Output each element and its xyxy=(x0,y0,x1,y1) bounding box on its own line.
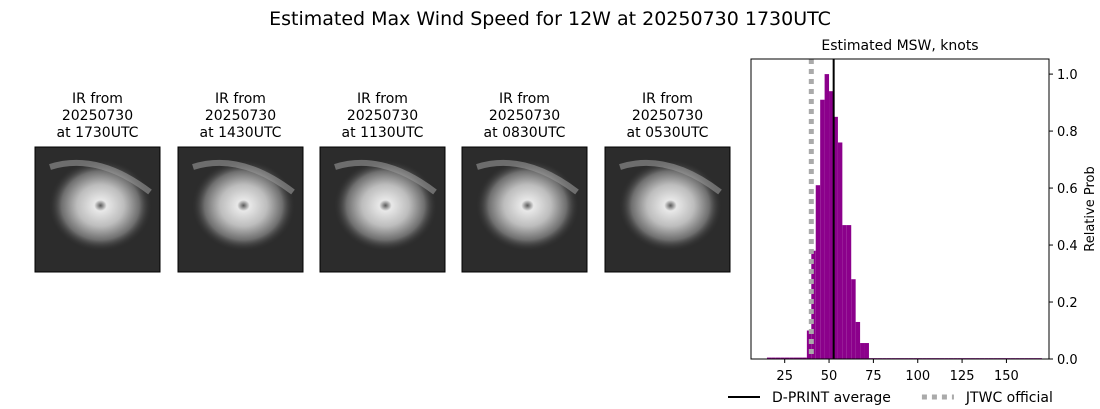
panel-title: IR from xyxy=(642,91,693,107)
histogram: Estimated MSW, knots 25 50 75 100 125 150 0.0 0.… xyxy=(728,38,1098,406)
panel-title: 20250730 xyxy=(489,108,560,124)
cloud-band xyxy=(619,159,722,195)
cloud-band xyxy=(49,159,152,195)
y-tick-label: 0.6 xyxy=(1057,182,1078,197)
histogram-bar xyxy=(784,357,790,359)
image-frame xyxy=(604,146,731,273)
histogram-bar xyxy=(806,330,812,359)
cloud-swirl xyxy=(48,159,153,252)
legend-label: JTWC official xyxy=(965,390,1053,406)
cloud-swirl xyxy=(333,159,438,252)
image-frame xyxy=(319,146,446,273)
histogram-bar xyxy=(864,343,869,359)
histogram-bar xyxy=(842,225,847,359)
panel-title: IR from xyxy=(215,91,266,107)
x-tick-label: 100 xyxy=(905,369,930,384)
histogram-bar xyxy=(837,142,843,359)
panel-title: IR from xyxy=(357,91,408,107)
x-tick-label: 25 xyxy=(776,369,793,384)
panel-title: at 1130UTC xyxy=(342,125,424,141)
panel-title: IR from xyxy=(499,91,550,107)
image-frame xyxy=(34,146,161,273)
cloud-band xyxy=(476,159,579,195)
y-axis-label: Relative Prob xyxy=(1083,166,1098,251)
panel-title: at 0830UTC xyxy=(484,125,566,141)
histogram-bar xyxy=(811,250,816,359)
cloud-swirl xyxy=(475,159,580,252)
panel-title: 20250730 xyxy=(347,108,418,124)
chart-title: Estimated MSW, knots xyxy=(821,38,978,54)
histogram-bar xyxy=(815,185,821,359)
cloud-swirl xyxy=(191,159,296,252)
cloud-band xyxy=(334,159,437,195)
histogram-bar xyxy=(824,74,830,359)
y-tick-label: 0.2 xyxy=(1057,296,1078,311)
panel-title: at 1430UTC xyxy=(200,125,282,141)
histogram-bar xyxy=(780,357,785,359)
x-tick-label: 50 xyxy=(821,369,838,384)
histogram-bar xyxy=(793,357,799,359)
cloud-band xyxy=(192,159,295,195)
histogram-bar xyxy=(802,357,807,359)
panel-title: 20250730 xyxy=(632,108,703,124)
histogram-bar xyxy=(798,357,803,359)
legend-label: D-PRINT average xyxy=(772,390,891,406)
y-tick-label: 0.0 xyxy=(1057,353,1078,368)
histogram-bar xyxy=(860,343,865,359)
axes-frame xyxy=(750,58,1050,360)
histogram-bar xyxy=(855,321,861,359)
histogram-bar xyxy=(820,99,825,360)
histogram-bar xyxy=(829,91,834,360)
histogram-bar xyxy=(766,357,772,359)
image-frame xyxy=(177,146,304,273)
histogram-bar xyxy=(846,225,852,359)
y-tick-label: 1.0 xyxy=(1057,68,1078,83)
cloud-swirl xyxy=(618,159,723,252)
histogram-bar xyxy=(851,279,856,359)
panel-title: at 1730UTC xyxy=(57,125,139,141)
histogram-bar xyxy=(833,116,838,360)
panel-title: 20250730 xyxy=(62,108,133,124)
x-tick-label: 75 xyxy=(865,369,882,384)
panel-title: 20250730 xyxy=(205,108,276,124)
panel-title: at 0530UTC xyxy=(627,125,709,141)
image-frame xyxy=(461,146,588,273)
histogram-bar xyxy=(789,357,794,359)
x-tick-label: 125 xyxy=(950,369,975,384)
x-tick-label: 150 xyxy=(994,369,1019,384)
histogram-bar xyxy=(775,357,781,359)
y-tick-label: 0.8 xyxy=(1057,125,1078,140)
histogram-bar xyxy=(771,357,776,359)
figure-title: Estimated Max Wind Speed for 12W at 2025… xyxy=(269,8,831,30)
y-tick-label: 0.4 xyxy=(1057,239,1078,254)
panel-title: IR from xyxy=(72,91,123,107)
